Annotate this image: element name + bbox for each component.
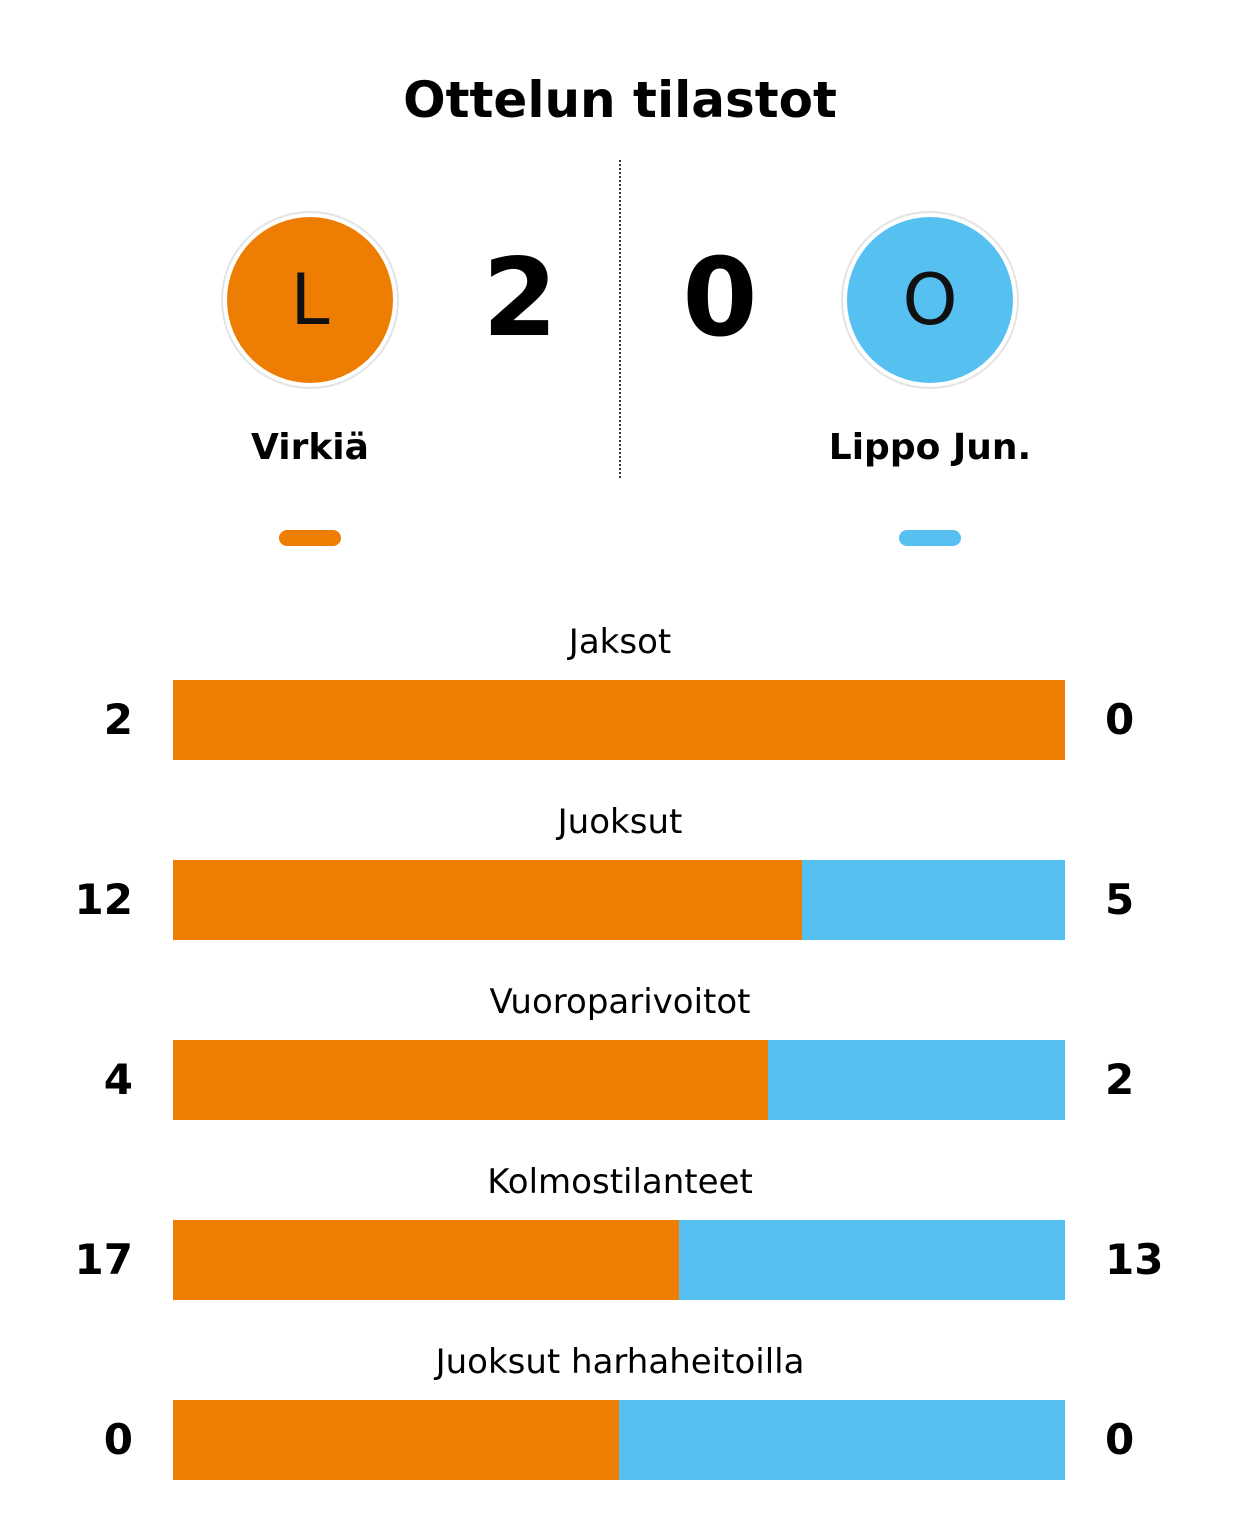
stat-row: Juoksut 12 5 — [0, 800, 1240, 980]
home-team-name: Virkiä — [251, 427, 369, 468]
home-logo-letter: L — [290, 259, 330, 341]
stat-bar-away — [801, 860, 1065, 940]
stat-label: Juoksut — [557, 802, 683, 842]
stat-label: Jaksot — [568, 622, 672, 662]
stat-bar — [173, 1400, 1065, 1480]
stat-home-value: 2 — [103, 695, 133, 744]
stat-label: Juoksut harhaheitoilla — [435, 1342, 805, 1382]
stat-row: Juoksut harhaheitoilla 0 0 — [0, 1340, 1240, 1520]
stat-home-value: 4 — [103, 1055, 133, 1104]
stat-row: Vuoroparivoitot 4 2 — [0, 980, 1240, 1160]
stat-home-value: 12 — [74, 875, 133, 924]
stat-bar — [173, 860, 1065, 940]
stat-bar — [173, 1040, 1065, 1120]
stat-bar-home — [173, 860, 802, 940]
away-team-logo: O — [847, 217, 1013, 383]
stat-bar-home — [173, 1040, 768, 1120]
stat-bar-home — [173, 1400, 619, 1480]
stat-bar — [173, 1220, 1065, 1300]
stat-label: Vuoroparivoitot — [489, 982, 751, 1022]
stat-label: Kolmostilanteet — [487, 1162, 753, 1202]
stat-home-value: 0 — [103, 1415, 133, 1464]
score-divider — [619, 160, 621, 478]
stat-away-value: 0 — [1105, 695, 1135, 744]
home-color-indicator — [279, 530, 341, 546]
stat-away-value: 5 — [1105, 875, 1135, 924]
away-team-name: Lippo Jun. — [828, 427, 1032, 468]
stat-bar-away — [619, 1400, 1065, 1480]
page-title: Ottelun tilastot — [403, 71, 837, 129]
stat-row: Jaksot 2 0 — [0, 620, 1240, 800]
stat-home-value: 17 — [74, 1235, 133, 1284]
home-team-logo: L — [227, 217, 393, 383]
stat-away-value: 13 — [1105, 1235, 1164, 1284]
stat-away-value: 0 — [1105, 1415, 1135, 1464]
away-color-indicator — [899, 530, 961, 546]
stat-away-value: 2 — [1105, 1055, 1135, 1104]
stat-bar-home — [173, 680, 1065, 760]
away-score: 0 — [682, 236, 758, 361]
away-logo-letter: O — [902, 259, 958, 341]
stat-row: Kolmostilanteet 17 13 — [0, 1160, 1240, 1340]
stat-bar — [173, 680, 1065, 760]
stat-bar-away — [767, 1040, 1065, 1120]
home-score: 2 — [482, 236, 558, 361]
stat-bar-away — [678, 1220, 1065, 1300]
stat-bar-home — [173, 1220, 679, 1300]
